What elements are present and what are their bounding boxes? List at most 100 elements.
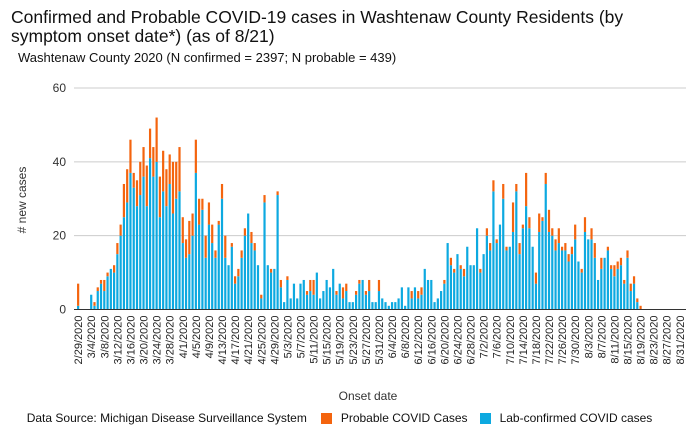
bar-probable [253,243,256,251]
bar-confirmed [351,302,354,310]
bar-confirmed [292,283,296,310]
bar-confirmed [93,305,96,310]
bar-probable [142,147,145,177]
bar-confirmed [423,268,426,310]
bar-confirmed [171,213,175,310]
bar-probable [345,283,348,292]
bar-confirmed [377,291,381,310]
bar-confirmed [570,254,574,310]
bar-probable [515,183,518,192]
bar-probable [139,161,142,196]
x-tick-label: 6/24/2020 [452,316,464,365]
bar-confirmed [482,254,485,310]
bar-probable [305,291,309,295]
bar-confirmed [436,298,439,310]
bar-probable [554,239,557,251]
legend-item-probable[interactable]: Probable COVID Cases [320,411,468,425]
bar-confirmed [583,231,587,310]
bar-confirmed [619,265,623,310]
bar-probable [276,191,279,196]
x-tick-label: 3/20/2020 [139,316,151,365]
bar-confirmed [587,239,590,310]
bar-confirmed [253,250,256,310]
bar-confirmed [289,298,292,310]
bar-confirmed [626,257,629,310]
bar-confirmed [623,283,626,310]
y-tick-label: 0 [59,303,66,317]
bar-probable [148,128,152,159]
bar-confirmed [430,279,433,310]
bar-probable [243,228,247,236]
bar-probable [410,291,413,299]
bar-confirmed [547,231,551,310]
bar-probable [171,161,175,214]
bar-confirmed [446,243,449,310]
bar-probable [417,291,420,299]
bar-confirmed [338,283,341,310]
x-tick-label: 8/27/2020 [662,316,674,365]
bar-confirmed [593,257,596,310]
x-tick-label: 5/23/2020 [348,316,360,365]
bar-probable [600,257,603,269]
x-tick-label: 6/12/2020 [413,316,425,365]
bar-confirmed [574,239,577,310]
x-tick-label: 8/31/2020 [675,316,687,365]
bar-confirmed [449,265,453,310]
bar-probable [279,279,282,288]
legend: Data Source: Michigan Disease Surveillan… [0,411,691,425]
bar-confirmed [224,257,227,310]
bar-probable [626,250,629,258]
bar-confirmed [273,268,276,310]
bar-probable [636,298,639,303]
x-tick-label: 8/7/2020 [596,316,608,359]
bar-probable [155,117,158,162]
bar-probable [570,246,574,255]
bar-confirmed [616,268,619,310]
x-tick-label: 5/31/2020 [374,316,386,365]
bar-confirmed [521,228,524,310]
chart-title: Confirmed and Probable COVID-19 cases in… [11,7,624,46]
bar-confirmed [603,257,606,310]
bar-probable [263,195,266,203]
bar-confirmed [364,294,367,310]
legend-item-confirmed[interactable]: Lab-confirmed COVID cases [479,411,652,425]
bar-probable [194,139,197,173]
bar-probable [583,217,587,232]
bar-confirmed [286,279,289,310]
x-tick-label: 7/6/2020 [492,316,504,359]
bar-confirmed [345,291,348,310]
bar-confirmed [204,257,207,310]
bar-confirmed [296,298,299,310]
bar-confirmed [348,302,351,310]
bar-confirmed [397,298,400,310]
bar-confirmed [168,183,171,310]
bar-probable [574,224,577,240]
bar-probable [489,243,492,251]
x-tick-label: 6/28/2020 [466,316,478,365]
bar-confirmed [247,213,250,310]
chart-subtitle: Washtenaw County 2020 (N confirmed = 239… [18,50,397,65]
x-tick-label: 8/11/2020 [609,316,621,364]
bar-probable [211,224,214,244]
bar-confirmed [384,302,387,310]
bar-probable [560,246,564,251]
bar-probable [534,272,538,284]
bar-confirmed [312,294,315,310]
x-tick-label: 7/30/2020 [570,316,582,365]
bar-confirmed [410,298,413,310]
bar-confirmed [122,217,126,310]
bar-probable [129,139,132,173]
bar-probable [165,169,168,207]
bar-probable [358,279,361,284]
bar-confirmed [485,235,488,310]
bar-probable [201,198,204,210]
bar-confirmed [276,195,279,310]
bar-probable [217,220,220,225]
bar-confirmed [489,250,492,310]
x-tick-label: 6/8/2020 [400,316,412,359]
bar-probable [260,294,263,299]
bar-confirmed [567,261,570,310]
y-tick-label: 20 [53,229,67,243]
bar-confirmed [577,261,580,310]
